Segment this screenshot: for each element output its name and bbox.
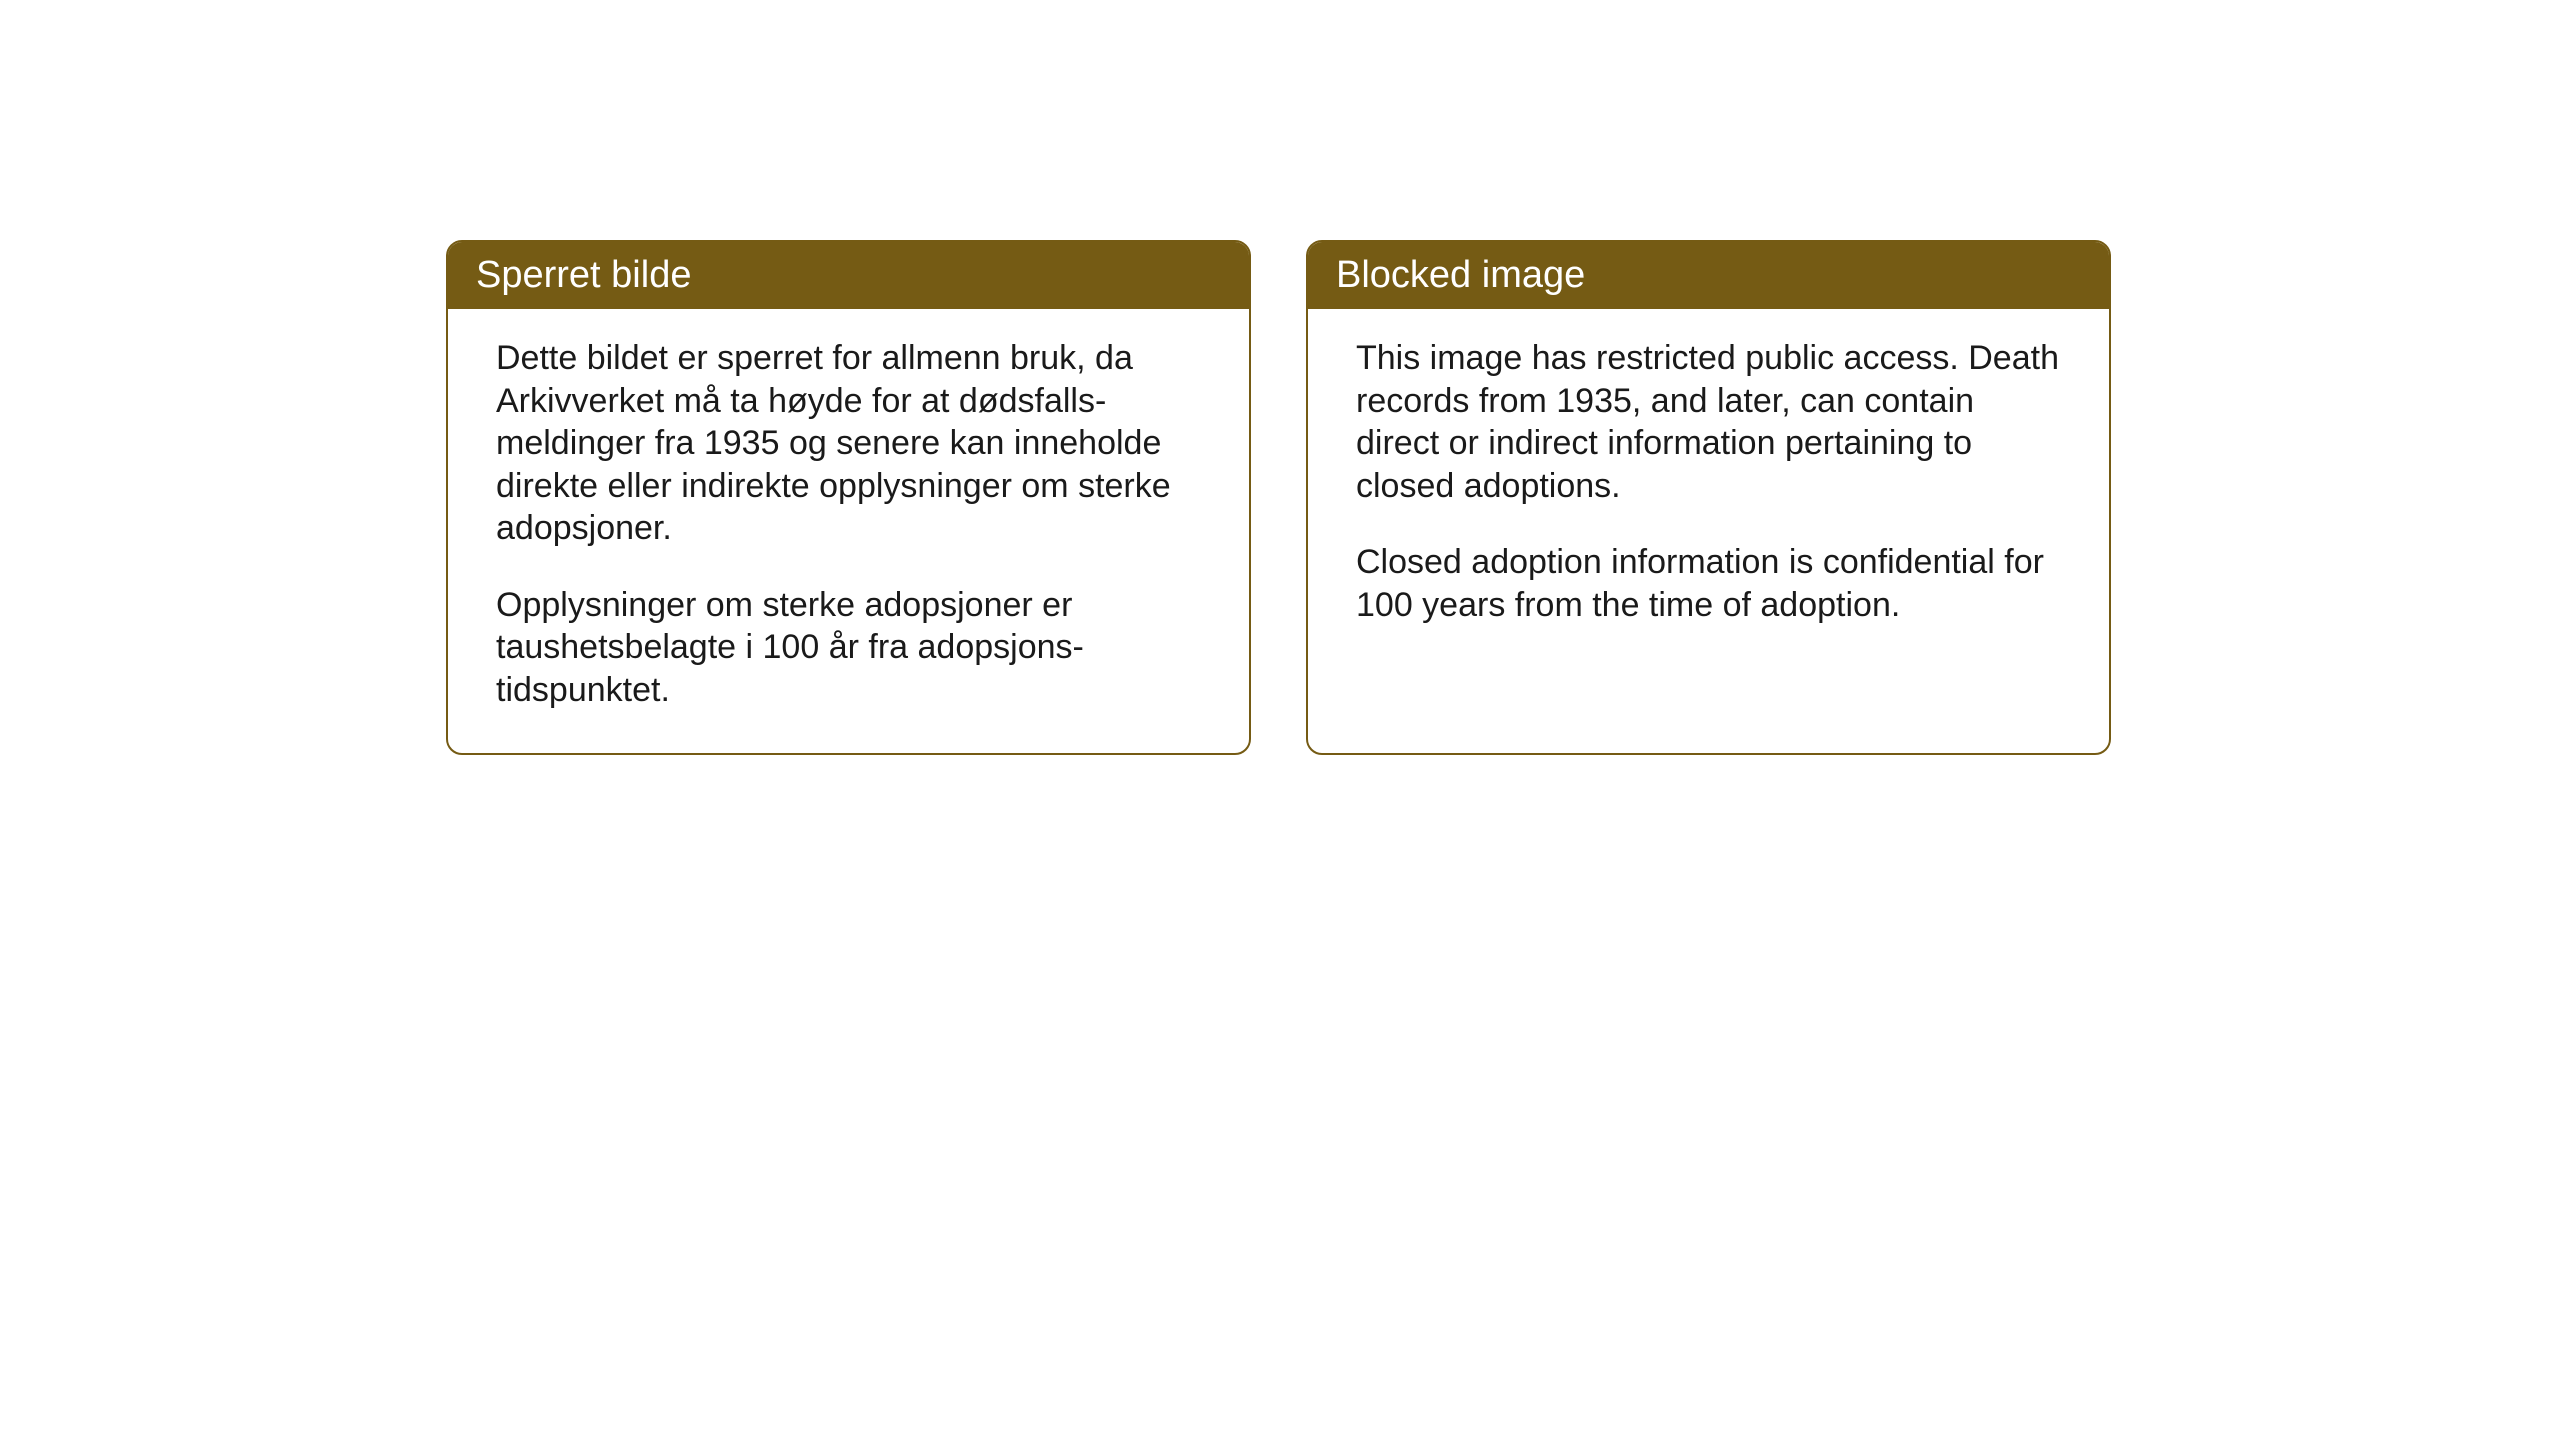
card-body-english: This image has restricted public access.… — [1308, 309, 2109, 668]
paragraph-english-1: This image has restricted public access.… — [1356, 337, 2061, 507]
paragraph-norwegian-1: Dette bildet er sperret for allmenn bruk… — [496, 337, 1201, 550]
card-title-norwegian: Sperret bilde — [476, 254, 691, 296]
notice-container: Sperret bilde Dette bildet er sperret fo… — [446, 240, 2111, 755]
card-header-english: Blocked image — [1308, 242, 2109, 309]
card-header-norwegian: Sperret bilde — [448, 242, 1249, 309]
card-body-norwegian: Dette bildet er sperret for allmenn bruk… — [448, 309, 1249, 753]
paragraph-norwegian-2: Opplysninger om sterke adopsjoner er tau… — [496, 584, 1201, 712]
notice-card-norwegian: Sperret bilde Dette bildet er sperret fo… — [446, 240, 1251, 755]
card-title-english: Blocked image — [1336, 254, 1585, 296]
notice-card-english: Blocked image This image has restricted … — [1306, 240, 2111, 755]
paragraph-english-2: Closed adoption information is confident… — [1356, 541, 2061, 626]
